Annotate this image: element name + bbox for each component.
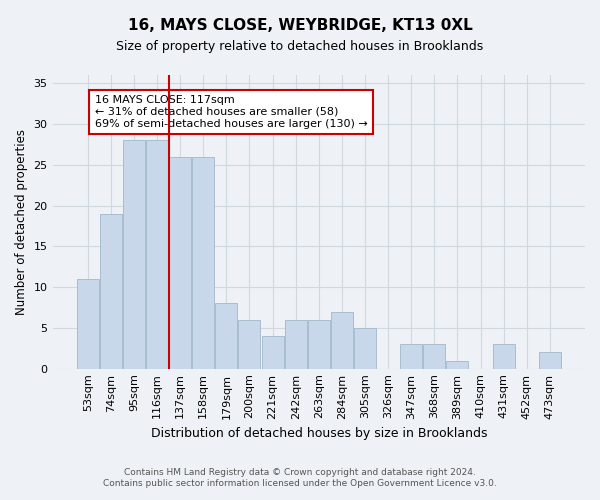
Bar — [77, 279, 98, 368]
Bar — [100, 214, 122, 368]
Bar — [539, 352, 561, 368]
Y-axis label: Number of detached properties: Number of detached properties — [15, 129, 28, 315]
Bar — [446, 360, 469, 368]
Bar — [192, 156, 214, 368]
Bar — [308, 320, 330, 368]
Bar — [238, 320, 260, 368]
Bar — [493, 344, 515, 368]
Bar — [424, 344, 445, 368]
Bar — [123, 140, 145, 368]
Bar — [354, 328, 376, 368]
Text: Contains HM Land Registry data © Crown copyright and database right 2024.
Contai: Contains HM Land Registry data © Crown c… — [103, 468, 497, 487]
Text: 16, MAYS CLOSE, WEYBRIDGE, KT13 0XL: 16, MAYS CLOSE, WEYBRIDGE, KT13 0XL — [128, 18, 472, 32]
Text: Size of property relative to detached houses in Brooklands: Size of property relative to detached ho… — [116, 40, 484, 53]
Text: 16 MAYS CLOSE: 117sqm
← 31% of detached houses are smaller (58)
69% of semi-deta: 16 MAYS CLOSE: 117sqm ← 31% of detached … — [95, 96, 367, 128]
Bar — [331, 312, 353, 368]
X-axis label: Distribution of detached houses by size in Brooklands: Distribution of detached houses by size … — [151, 427, 487, 440]
Bar — [284, 320, 307, 368]
Bar — [215, 304, 238, 368]
Bar — [146, 140, 168, 368]
Bar — [262, 336, 284, 368]
Bar — [400, 344, 422, 368]
Bar — [169, 156, 191, 368]
